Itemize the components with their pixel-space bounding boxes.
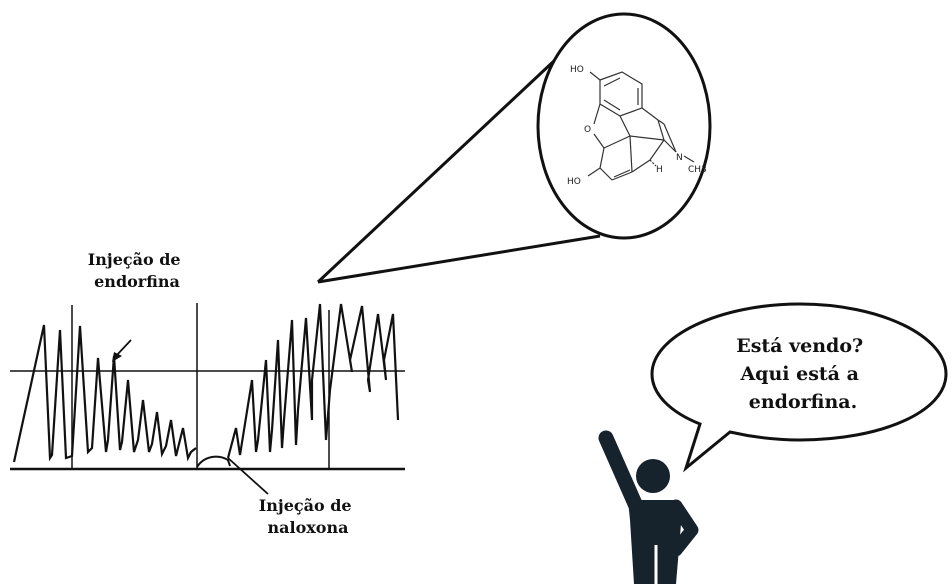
endorphin-arrow: [115, 339, 132, 357]
person-torso: [628, 500, 682, 584]
trace-waveform-right: [226, 303, 400, 459]
label-endorphin-line2: endorfina: [94, 272, 180, 291]
magnifier-circle: [536, 12, 712, 240]
magnifier-cone-bottom: [317, 234, 601, 284]
atom-ch3: CH3: [688, 165, 707, 175]
speech-bubble-shape: [650, 302, 948, 473]
magnifier: [316, 12, 712, 284]
bubble-line2: Aqui está a: [739, 363, 858, 385]
speech-bubble-text: Está vendo? Aqui está a endorfina.: [736, 335, 870, 413]
pointing-person-icon: [598, 430, 699, 584]
bubble-line1: Está vendo?: [736, 335, 863, 357]
speech-bubble-icon: Está vendo? Aqui está a endorfina.: [650, 302, 948, 473]
label-endorphin-injection: Injeção de endorfina: [88, 250, 186, 291]
atom-o-bridge: O: [584, 125, 591, 135]
bubble-line3: endorfina.: [749, 391, 857, 413]
trace-naloxone-bump: [196, 455, 231, 468]
atom-ho-top: HO: [570, 65, 584, 75]
label-naloxone-line1: Injeção de: [259, 496, 352, 515]
atom-h: H: [656, 165, 663, 175]
recording-trace: [10, 303, 405, 495]
magnifier-cone-top: [316, 58, 557, 284]
label-naloxone-line2: naloxona: [268, 518, 349, 537]
person-raised-arm: [598, 430, 644, 514]
label-endorphin-line1: Injeção de: [88, 250, 181, 269]
molecule-atom-labels: HO O HO N CH3 H: [567, 65, 707, 187]
person-bent-arm: [669, 499, 699, 557]
label-naloxone-injection: Injeção de naloxona: [259, 496, 357, 537]
trace-waveform-left: [12, 324, 197, 463]
atom-n: N: [676, 153, 683, 163]
atom-ho-bottom: HO: [567, 177, 581, 187]
person-head: [636, 459, 670, 493]
endorphin-arrow-head: [112, 352, 122, 362]
naloxone-pointer: [227, 457, 269, 495]
morphine-structure-icon: [587, 71, 695, 181]
